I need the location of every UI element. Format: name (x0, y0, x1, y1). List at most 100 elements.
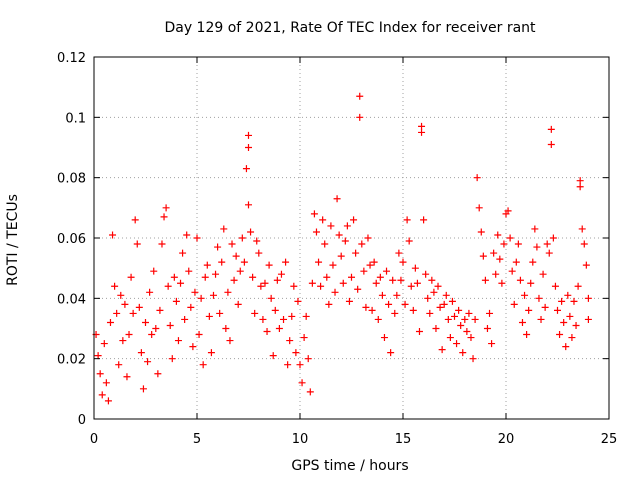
data-point (465, 309, 473, 317)
data-point (356, 92, 364, 100)
data-point (463, 328, 471, 336)
data-point (496, 255, 504, 263)
data-point (247, 228, 255, 236)
data-point (312, 228, 320, 236)
data-point (512, 258, 520, 266)
data-point (259, 315, 267, 323)
data-point (350, 216, 358, 224)
data-point (554, 306, 561, 314)
data-point (490, 249, 498, 257)
data-point (310, 210, 318, 218)
data-point (129, 309, 137, 317)
x-tick-label: 20 (498, 432, 515, 447)
data-point (150, 267, 158, 275)
data-point (397, 276, 405, 284)
data-point (139, 385, 147, 393)
y-tick-label: 0.06 (57, 232, 86, 247)
data-point (473, 174, 481, 182)
data-point (292, 349, 300, 357)
data-point (360, 267, 368, 275)
data-point (558, 297, 566, 305)
data-points (92, 92, 592, 405)
data-point (144, 358, 152, 366)
data-point (504, 207, 512, 215)
data-point (422, 270, 430, 278)
data-point (409, 306, 417, 314)
data-point (170, 273, 178, 281)
data-point (172, 297, 180, 305)
data-point (98, 391, 106, 399)
data-point (271, 306, 279, 314)
data-point (300, 334, 308, 342)
data-point (494, 231, 502, 239)
data-point (440, 300, 448, 308)
data-point (304, 355, 312, 363)
x-axis-label: GPS time / hours (291, 458, 408, 474)
y-tick-label: 0.04 (57, 292, 86, 307)
data-point (376, 273, 384, 281)
data-point (222, 325, 230, 332)
data-point (195, 331, 203, 339)
data-point (181, 315, 189, 323)
data-point (212, 270, 220, 278)
data-point (418, 128, 426, 136)
data-point (273, 276, 281, 284)
data-point (109, 231, 117, 239)
data-point (317, 282, 325, 290)
data-point (525, 306, 533, 314)
data-point (306, 388, 314, 396)
data-point (106, 318, 114, 326)
data-point (543, 240, 551, 248)
data-point (368, 306, 376, 314)
data-point (277, 270, 285, 278)
data-point (529, 258, 537, 266)
data-point (356, 113, 364, 121)
data-point (549, 234, 557, 242)
data-point (584, 315, 592, 323)
data-point (168, 355, 176, 363)
data-point (203, 261, 211, 269)
data-point (125, 331, 133, 339)
data-point (131, 216, 139, 224)
data-point (245, 131, 252, 139)
data-point (127, 273, 135, 281)
data-point (302, 312, 310, 320)
data-point (372, 279, 380, 287)
data-point (197, 294, 205, 302)
data-point (401, 300, 409, 308)
data-point (261, 279, 269, 287)
data-point (102, 379, 110, 387)
chart-title: Day 129 of 2021, Rate Of TEC Index for r… (164, 20, 536, 36)
y-axis-label: ROTI / TECUs (5, 194, 21, 286)
data-point (395, 249, 403, 257)
data-point (432, 325, 440, 332)
data-point (242, 165, 250, 173)
data-point (137, 349, 145, 357)
data-point (96, 370, 104, 378)
data-point (325, 300, 333, 308)
data-point (488, 340, 496, 348)
data-point (378, 291, 386, 299)
data-point (413, 279, 421, 287)
data-point (539, 270, 547, 278)
data-point (572, 321, 580, 329)
data-point (187, 303, 195, 311)
data-point (457, 321, 465, 329)
y-tick-label: 0.08 (57, 172, 86, 187)
data-point (560, 318, 568, 326)
data-point (263, 328, 271, 336)
data-point (160, 213, 168, 221)
data-point (280, 315, 288, 323)
data-point (240, 258, 248, 266)
data-point (177, 279, 185, 287)
data-point (257, 282, 265, 290)
data-point (358, 240, 366, 248)
data-point (146, 288, 154, 296)
data-point (578, 225, 586, 233)
data-point (547, 140, 555, 148)
data-point (251, 309, 259, 317)
data-point (385, 300, 393, 308)
data-point (364, 234, 372, 242)
data-point (477, 228, 485, 236)
data-point (224, 288, 232, 296)
